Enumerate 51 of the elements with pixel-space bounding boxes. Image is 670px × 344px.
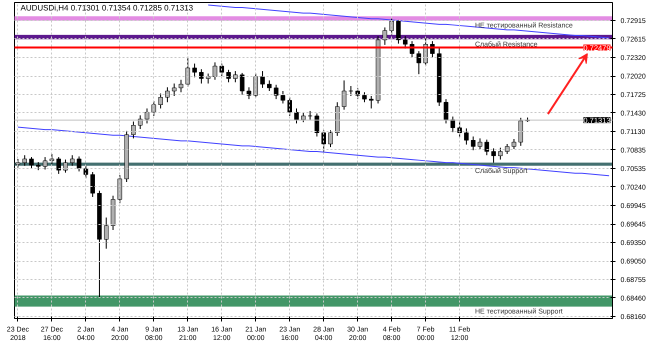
candlestick <box>301 112 306 123</box>
candlestick <box>498 147 503 160</box>
line-series <box>17 126 610 176</box>
candlestick <box>294 108 299 124</box>
candlestick <box>192 63 197 78</box>
candlestick <box>29 156 34 170</box>
candlestick <box>158 93 163 109</box>
candlestick <box>240 72 244 96</box>
candlestick <box>314 112 320 138</box>
candlestick <box>464 128 469 146</box>
candlestick <box>199 68 204 84</box>
candlestick <box>206 73 210 84</box>
candlestick <box>518 117 524 146</box>
candlestick <box>70 154 75 166</box>
candlestick <box>260 70 265 88</box>
candlestick <box>212 62 218 80</box>
candlestick <box>226 69 231 83</box>
candlestick <box>22 154 27 166</box>
candlestick <box>246 86 252 100</box>
candlestick <box>267 80 272 92</box>
candlestick <box>382 26 388 46</box>
candlestick <box>90 172 95 198</box>
candlestick <box>348 86 354 96</box>
candlestick <box>470 136 476 151</box>
candlestick <box>131 121 136 139</box>
candlestick <box>416 50 422 75</box>
candlestick <box>144 108 150 124</box>
candlestick <box>50 153 54 164</box>
candlestick <box>396 19 401 44</box>
candlestick <box>104 217 109 250</box>
candlestick <box>42 156 48 170</box>
candlestick <box>491 148 496 164</box>
candlestick <box>342 80 346 110</box>
candlestick <box>512 138 516 150</box>
candlestick <box>444 98 448 124</box>
candlestick <box>274 84 278 100</box>
candlestick <box>172 83 176 96</box>
candlestick <box>402 36 408 50</box>
candlestick <box>178 79 184 93</box>
candlestick <box>76 156 82 172</box>
candlestick <box>328 130 333 148</box>
candlestick <box>280 90 286 104</box>
candlestick <box>478 138 482 150</box>
candlestick <box>362 92 367 103</box>
candlestick <box>63 159 68 174</box>
candlestick <box>484 139 490 156</box>
candlestick <box>165 86 170 103</box>
candlestick <box>56 156 61 174</box>
candlestick <box>219 63 224 77</box>
line-series <box>208 4 610 39</box>
chart-title: AUDUSDi,H4 0.71301 0.71354 0.71285 0.71313 <box>20 4 194 12</box>
